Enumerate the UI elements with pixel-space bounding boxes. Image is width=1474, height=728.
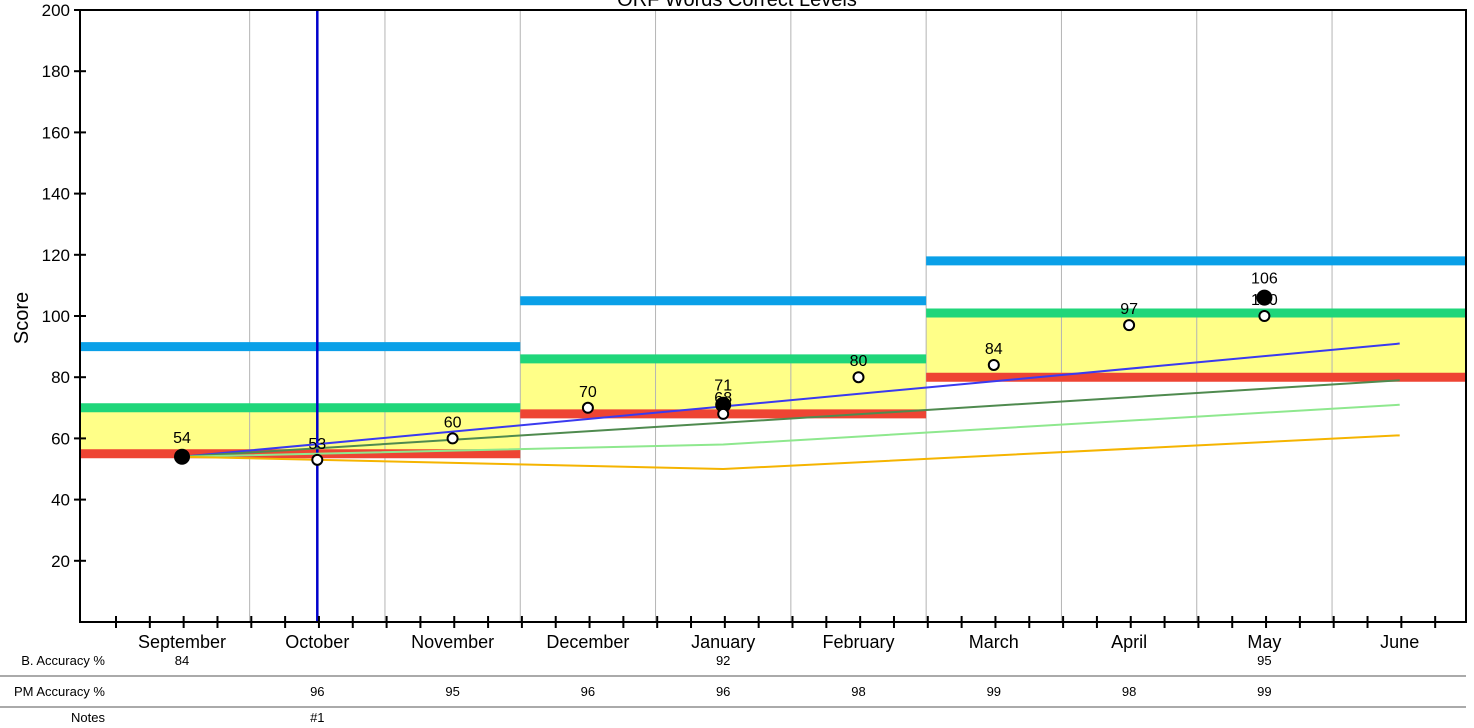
month-label: March xyxy=(969,632,1019,652)
table-cell: 96 xyxy=(581,684,595,699)
benchmark-point-label: 54 xyxy=(173,430,191,447)
data-table: B. Accuracy % 84 92 95 PM Accuracy % 96 95 96 96… xyxy=(0,653,1466,725)
y-tick-label: 80 xyxy=(51,368,70,387)
trend-line xyxy=(181,434,1400,471)
progress-point xyxy=(1258,310,1271,322)
progress-point-label: 53 xyxy=(308,436,326,453)
month-label: January xyxy=(691,632,755,652)
table-cell: 99 xyxy=(1257,684,1271,699)
progress-point-label: 100 xyxy=(1251,292,1278,309)
benchmark-fills xyxy=(80,312,1466,454)
table-row-label: PM Accuracy % xyxy=(14,684,105,699)
month-label: May xyxy=(1247,632,1281,652)
y-tick-label: 120 xyxy=(42,246,70,265)
data-points: 54 71 106 53 60 70 68 80 84 97 100 xyxy=(173,271,1278,466)
month-label: April xyxy=(1111,632,1147,652)
benchmark-point xyxy=(1256,289,1273,306)
progress-point xyxy=(717,407,730,420)
y-axis-label: Score xyxy=(11,292,33,344)
y-tick-label: 180 xyxy=(42,62,70,81)
progress-point xyxy=(987,358,1000,371)
month-label: February xyxy=(822,632,894,652)
progress-point-label: 68 xyxy=(714,390,732,407)
benchmark-point xyxy=(174,448,190,465)
table-cell: 95 xyxy=(1257,653,1271,668)
progress-point-label: 97 xyxy=(1120,301,1138,318)
progress-point-label: 80 xyxy=(850,353,868,370)
trend-line xyxy=(181,342,1400,458)
table-cell: 92 xyxy=(716,653,730,668)
progress-point xyxy=(581,401,594,414)
table-cell: 95 xyxy=(445,684,459,699)
progress-point-label: 84 xyxy=(985,341,1003,358)
y-tick-label: 40 xyxy=(51,491,70,510)
y-tick-label: 160 xyxy=(42,123,70,142)
table-cell: 96 xyxy=(310,684,324,699)
axes: 20 40 60 80 100 120 140 160 180 200 September Octob… xyxy=(42,1,1467,652)
y-tick-label: 200 xyxy=(42,1,70,20)
table-cell: 99 xyxy=(987,684,1001,699)
progress-point xyxy=(446,432,459,445)
y-tick-label: 100 xyxy=(42,307,70,326)
y-tick-label: 60 xyxy=(51,429,70,448)
table-cell: #1 xyxy=(310,710,324,725)
month-label: November xyxy=(411,632,494,652)
table-cell: 96 xyxy=(716,684,730,699)
month-label: June xyxy=(1380,632,1419,652)
chart-title: ORF Words Correct Levels xyxy=(617,0,857,11)
progress-point-label: 70 xyxy=(579,384,597,401)
y-tick-label: 20 xyxy=(51,552,70,571)
benchmark-point-label: 106 xyxy=(1251,271,1278,288)
trend-line xyxy=(181,403,1400,458)
benchmark-point-label: 71 xyxy=(714,378,732,395)
benchmark-point xyxy=(715,396,732,413)
progress-point xyxy=(1123,319,1136,332)
y-tick-label: 140 xyxy=(42,185,70,204)
table-cell: 98 xyxy=(1122,684,1136,699)
progress-point xyxy=(852,371,865,384)
progress-point xyxy=(311,453,324,466)
month-label: October xyxy=(285,632,349,652)
table-cell: 98 xyxy=(851,684,865,699)
month-label: September xyxy=(138,632,226,652)
trend-lines xyxy=(181,342,1400,471)
trend-line xyxy=(181,379,1400,458)
table-row-label: B. Accuracy % xyxy=(21,653,105,668)
benchmark-bands xyxy=(80,256,1466,459)
month-label: December xyxy=(546,632,629,652)
table-row-label: Notes xyxy=(71,710,105,725)
table-cell: 84 xyxy=(175,653,189,668)
progress-point-label: 60 xyxy=(444,414,462,431)
